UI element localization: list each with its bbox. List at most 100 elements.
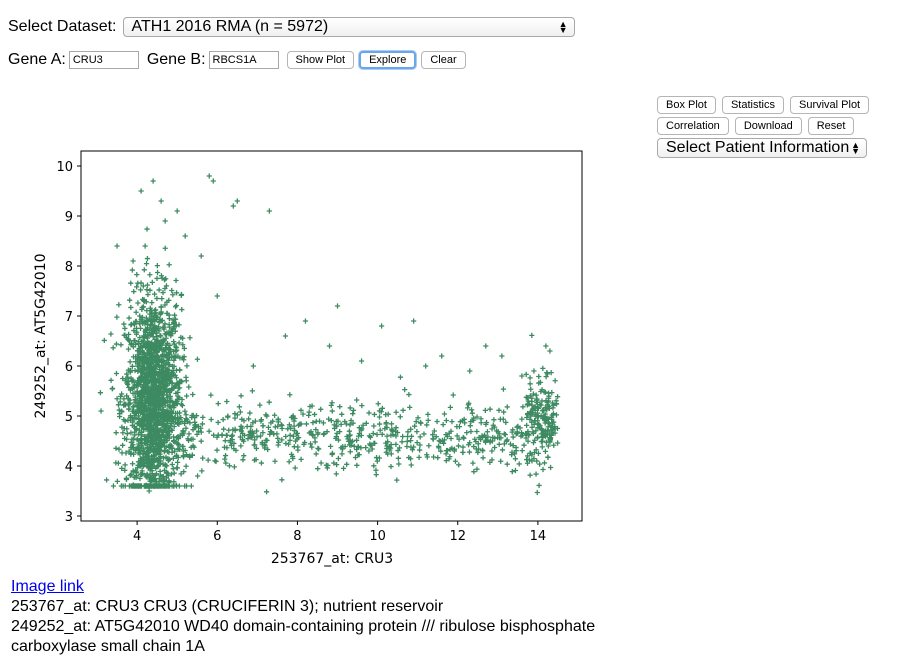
data-point — [286, 459, 292, 465]
data-point — [194, 473, 201, 479]
dataset-select[interactable]: ATH1 2016 RMA (n = 5972) ▲ ▼ — [122, 17, 575, 37]
clear-button[interactable]: Clear — [421, 51, 466, 69]
data-point — [374, 458, 380, 464]
data-point — [109, 386, 115, 392]
data-point — [140, 392, 146, 398]
data-point — [290, 433, 296, 439]
data-point — [396, 445, 403, 451]
data-point — [279, 477, 285, 483]
data-point — [452, 458, 459, 464]
data-point — [278, 422, 284, 428]
data-point — [122, 462, 128, 468]
data-point — [175, 454, 181, 461]
data-point — [131, 404, 137, 410]
data-point — [553, 401, 560, 407]
data-point — [146, 369, 152, 375]
data-point — [533, 447, 539, 453]
statistics-button[interactable]: Statistics — [721, 96, 784, 114]
data-point — [395, 455, 401, 461]
data-point — [525, 453, 531, 459]
data-point — [407, 404, 413, 410]
data-point — [404, 433, 411, 440]
data-point — [182, 420, 188, 427]
download-button[interactable]: Download — [734, 117, 802, 135]
gene-a-input[interactable] — [68, 51, 139, 69]
data-point — [193, 424, 199, 430]
data-point — [239, 437, 246, 443]
data-point — [180, 448, 186, 454]
x-tick-label: 8 — [293, 529, 301, 544]
data-point — [430, 436, 436, 442]
data-point — [124, 380, 130, 386]
data-point — [158, 333, 164, 339]
data-point — [471, 469, 477, 475]
data-point — [245, 436, 251, 442]
data-point — [133, 341, 139, 348]
box-plot-button[interactable]: Box Plot — [657, 96, 716, 114]
data-point — [171, 363, 177, 370]
data-point — [133, 325, 140, 332]
data-point — [166, 404, 172, 410]
data-point — [148, 321, 155, 327]
data-point — [545, 443, 551, 449]
data-point — [179, 402, 186, 409]
data-point — [170, 372, 176, 378]
data-point — [169, 331, 175, 337]
data-point — [487, 439, 493, 445]
data-point — [239, 430, 246, 437]
data-point — [371, 423, 377, 429]
data-point — [527, 381, 533, 387]
data-point — [400, 433, 406, 440]
image-link[interactable]: Image link — [11, 578, 84, 595]
data-point — [132, 432, 138, 438]
data-point — [136, 340, 142, 347]
data-point — [406, 454, 412, 461]
data-point — [535, 450, 542, 457]
data-point — [125, 401, 131, 407]
data-point — [141, 462, 147, 468]
data-point — [383, 440, 389, 446]
data-point — [460, 449, 466, 455]
data-point — [184, 363, 190, 369]
data-point — [226, 427, 232, 433]
data-point — [372, 440, 378, 446]
gene-b-input[interactable] — [208, 51, 279, 69]
data-point — [144, 384, 150, 390]
data-point — [471, 443, 477, 450]
data-point — [469, 407, 475, 413]
data-point — [383, 421, 389, 427]
data-point — [524, 414, 530, 421]
data-point — [180, 454, 187, 460]
data-point — [461, 435, 467, 441]
data-point — [141, 448, 147, 455]
data-point — [238, 443, 244, 449]
data-point — [461, 416, 467, 422]
reset-button[interactable]: Reset — [807, 117, 855, 135]
data-point — [438, 448, 444, 454]
correlation-button[interactable]: Correlation — [657, 117, 729, 135]
show-plot-button[interactable]: Show Plot — [286, 51, 355, 69]
data-point — [358, 358, 365, 364]
explore-button[interactable]: Explore — [359, 51, 417, 69]
data-point — [388, 451, 394, 457]
data-point — [287, 392, 293, 398]
data-point — [153, 479, 159, 485]
data-point — [258, 460, 265, 466]
data-point — [155, 450, 162, 456]
data-point — [249, 428, 255, 435]
data-point — [347, 405, 353, 411]
data-point — [162, 415, 168, 421]
data-point — [212, 458, 218, 464]
data-point — [162, 285, 168, 292]
survival-plot-button[interactable]: Survival Plot — [789, 96, 870, 114]
data-point — [129, 483, 136, 489]
data-point — [262, 445, 268, 451]
data-point — [124, 426, 130, 432]
data-point — [538, 426, 544, 432]
patient-info-select[interactable]: Select Patient Information ▲ ▼ — [657, 138, 867, 158]
y-tick-label: 4 — [65, 460, 73, 475]
x-tick-label: 6 — [213, 529, 221, 544]
data-point — [268, 420, 274, 426]
data-point — [501, 431, 507, 437]
data-point — [275, 419, 281, 425]
